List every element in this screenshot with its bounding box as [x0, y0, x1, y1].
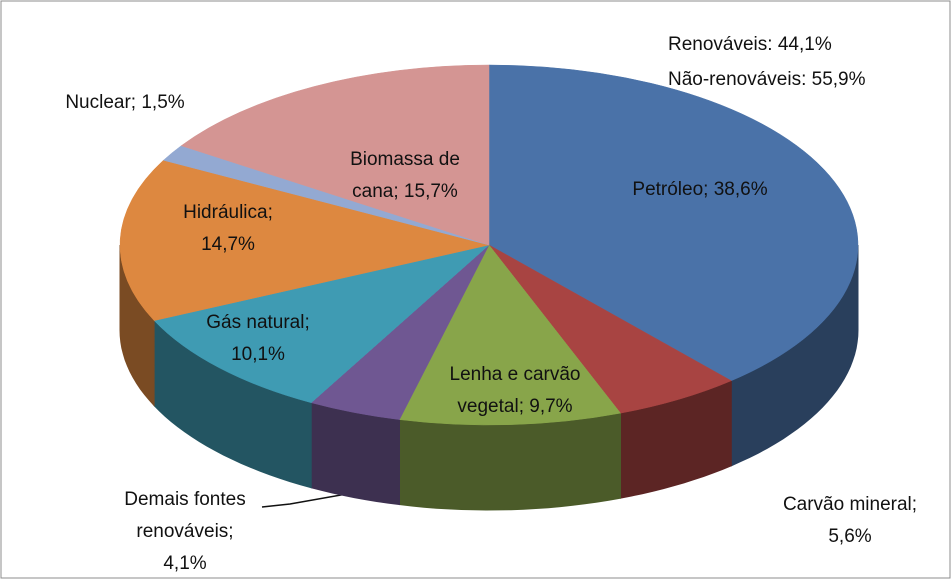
data-label: Hidráulica;: [183, 202, 273, 223]
slice: [153, 244, 490, 404]
data-label: 10,1%: [231, 344, 285, 365]
slice: [488, 244, 732, 414]
data-label: vegetal; 9,7%: [457, 396, 572, 417]
data-label: Nuclear; 1,5%: [65, 92, 184, 113]
annotation: Renováveis: 44,1%: [668, 34, 832, 55]
slice: [399, 244, 621, 426]
slice: [488, 64, 859, 382]
data-label: Demais fontes: [124, 489, 245, 510]
data-label: 5,6%: [828, 526, 871, 547]
data-label: Lenha e carvão: [450, 364, 581, 385]
data-label: 14,7%: [201, 234, 255, 255]
data-label: renováveis;: [136, 521, 233, 542]
slice: [180, 64, 490, 246]
data-label: 4,1%: [163, 553, 206, 574]
annotation: Não-renováveis: 55,9%: [668, 69, 866, 90]
data-label: Carvão mineral;: [783, 494, 917, 515]
slice-side: [399, 412, 621, 511]
data-label: Petróleo; 38,6%: [632, 179, 767, 200]
data-label: Biomassa de: [350, 149, 460, 170]
slice: [119, 159, 490, 321]
data-label: Gás natural;: [206, 312, 310, 333]
data-label: cana; 15,7%: [352, 181, 458, 202]
